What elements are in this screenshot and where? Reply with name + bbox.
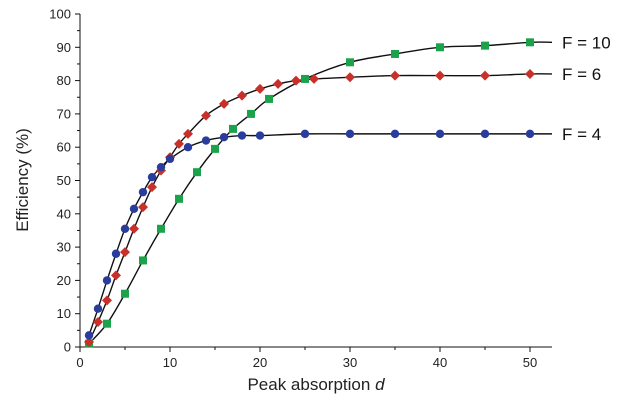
y-tick-label: 60: [57, 140, 71, 155]
data-point: [165, 154, 175, 164]
data-point: [120, 224, 130, 233]
data-point: [84, 331, 94, 340]
fit-line-f-4: [88, 133, 552, 336]
series-label-f-6: F = 6: [562, 65, 601, 84]
markers-f-4: [84, 129, 535, 340]
data-point: [193, 168, 201, 177]
series-label-f-10: F = 10: [562, 33, 611, 52]
markers-f-6: [84, 68, 535, 348]
data-point: [301, 74, 309, 83]
y-tick-label: 20: [57, 273, 71, 288]
series-label-f-4: F = 4: [562, 125, 601, 144]
data-point: [480, 129, 490, 139]
x-tick-label: 20: [253, 355, 267, 370]
data-point: [345, 72, 355, 83]
y-axis-title: Efficiency (%): [13, 128, 32, 232]
data-point: [84, 337, 94, 348]
data-point: [201, 110, 211, 121]
x-axis-title-variable: d: [375, 375, 385, 394]
data-point: [147, 182, 157, 193]
series-labels: F = 10 F = 6 F = 4: [562, 33, 611, 144]
data-point: [481, 41, 489, 50]
data-point: [525, 68, 535, 79]
y-tick-label: 100: [49, 7, 71, 22]
data-point: [183, 128, 193, 139]
data-point: [121, 289, 129, 298]
data-point: [156, 162, 166, 172]
data-point: [147, 172, 157, 182]
data-point: [103, 319, 111, 328]
y-tick-label: 50: [57, 173, 71, 188]
data-point: [102, 276, 112, 285]
data-markers: [84, 38, 535, 348]
data-point: [436, 43, 444, 52]
data-point: [138, 202, 148, 213]
y-tick-label: 40: [57, 206, 71, 221]
markers-f-10: [85, 38, 534, 348]
data-point: [247, 109, 255, 118]
y-tick-label: 70: [57, 106, 71, 121]
data-point: [291, 75, 301, 86]
data-point: [174, 138, 184, 149]
data-point: [435, 70, 445, 81]
y-tick-label: 90: [57, 40, 71, 55]
y-tick-label: 80: [57, 73, 71, 88]
data-point: [93, 317, 103, 328]
data-point: [390, 129, 400, 139]
data-point: [526, 38, 534, 47]
data-point: [229, 124, 237, 133]
data-point: [201, 136, 211, 145]
x-tick-label: 40: [433, 355, 447, 370]
fit-line-f-10: [88, 41, 553, 345]
data-point: [237, 90, 247, 101]
data-point: [175, 194, 183, 203]
data-point: [273, 78, 283, 89]
data-point: [102, 295, 112, 306]
data-point: [183, 143, 193, 152]
data-point: [111, 249, 121, 258]
data-point: [480, 70, 490, 81]
y-axis-ticks: 0 10 20 30 40 50 60 70 80 90 100: [49, 7, 80, 355]
x-tick-label: 0: [76, 355, 83, 370]
fit-line-f-6: [88, 73, 553, 343]
data-point: [345, 129, 355, 139]
data-point: [265, 94, 273, 103]
data-point: [390, 70, 400, 81]
data-point: [219, 98, 229, 109]
data-point: [346, 58, 354, 67]
data-point: [93, 304, 103, 313]
y-tick-label: 10: [57, 306, 71, 321]
data-point: [120, 247, 130, 258]
data-point: [255, 131, 265, 140]
data-point: [111, 270, 121, 281]
data-point: [129, 204, 139, 214]
data-point: [391, 49, 399, 58]
x-axis-title: Peak absorption d: [247, 375, 385, 394]
data-point: [309, 73, 319, 84]
data-point: [211, 144, 219, 153]
data-point: [525, 129, 535, 139]
data-point: [435, 129, 445, 139]
data-point: [255, 83, 265, 94]
y-tick-label: 30: [57, 240, 71, 255]
data-point: [237, 131, 247, 140]
fit-curves: [88, 41, 553, 345]
x-tick-label: 50: [523, 355, 537, 370]
y-tick-label: 0: [64, 340, 71, 355]
x-tick-label: 30: [343, 355, 357, 370]
data-point: [300, 129, 310, 139]
x-axis-ticks: 0 10 20 30 40 50: [76, 347, 537, 370]
x-tick-label: 10: [163, 355, 177, 370]
data-point: [219, 133, 229, 142]
data-point: [139, 256, 147, 265]
x-axis-title-text: Peak absorption: [247, 375, 370, 394]
data-point: [138, 187, 148, 197]
data-point: [129, 223, 139, 234]
data-point: [157, 224, 165, 233]
